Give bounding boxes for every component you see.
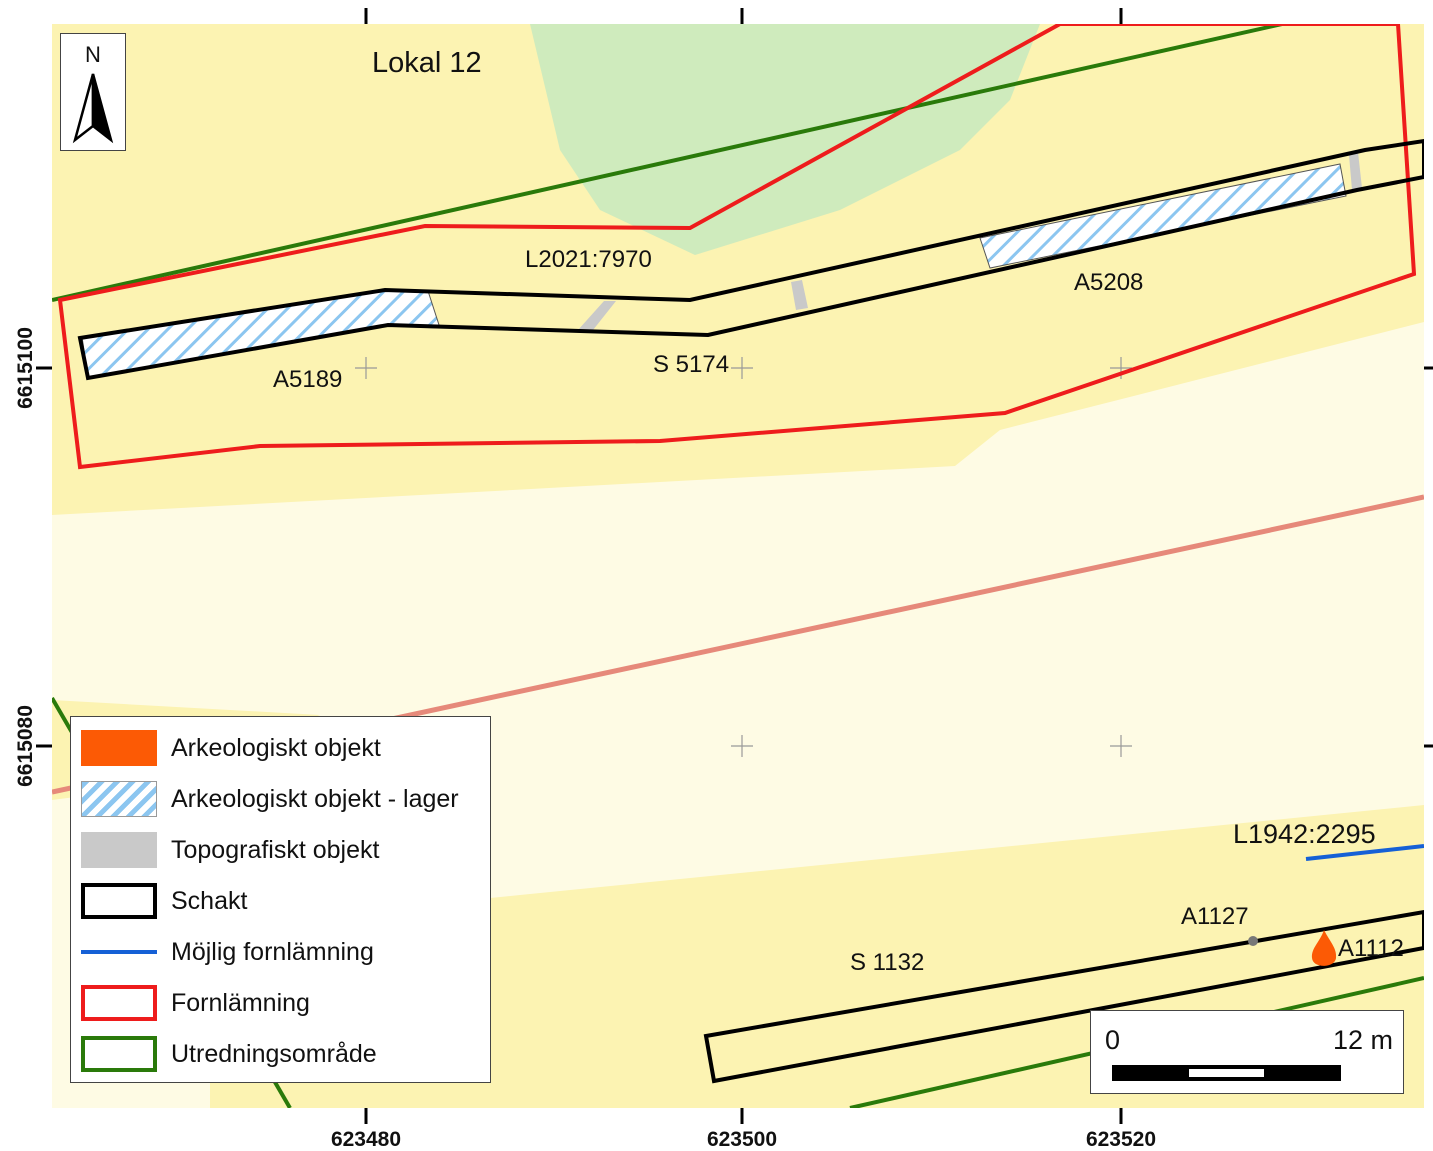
legend-label: Schakt <box>171 887 248 915</box>
site-title: Lokal 12 <box>372 47 482 79</box>
legend-label: Fornlämning <box>171 989 310 1017</box>
legend-item-mojlig-fornlamning: Möjlig fornlämning <box>81 932 481 972</box>
legend-item-arkeologiskt-objekt-lager: Arkeologiskt objekt - lager <box>81 779 481 819</box>
label-a1127: A1127 <box>1181 903 1249 930</box>
scale-end-label: 12 m <box>1332 1025 1393 1055</box>
fornlamning-polygon <box>57 24 1417 470</box>
label-a5208: A5208 <box>1074 269 1143 296</box>
lager-a5208 <box>979 163 1347 269</box>
terrain-yellow-upper <box>52 24 1424 515</box>
north-arrow: N <box>60 33 126 151</box>
grid-crosses <box>355 357 1132 757</box>
terrain-green-area <box>530 24 1040 255</box>
legend-symbol-blue-hatch <box>81 781 157 817</box>
x-tick-label-623520: 623520 <box>1086 1128 1156 1151</box>
object-a1112-shape[interactable] <box>1311 930 1337 966</box>
north-label: N <box>85 42 101 67</box>
label-s5174: S 5174 <box>653 351 729 378</box>
legend-symbol-black-outline <box>81 883 157 919</box>
label-a1112: A1112 <box>1338 935 1404 962</box>
frame-ticks <box>36 8 1433 1124</box>
x-tick-label-623500: 623500 <box>707 1128 777 1151</box>
topo-object-1 <box>578 301 616 330</box>
x-tick-label-623480: 623480 <box>331 1128 401 1151</box>
label-l2021-7970: L2021:7970 <box>525 246 652 273</box>
legend-symbol-red-outline <box>81 985 157 1021</box>
scale-bar-graphic <box>1112 1065 1341 1081</box>
legend-label: Topografiskt objekt <box>171 836 380 864</box>
schakt-s5174 <box>77 138 1424 381</box>
legend-item-topografiskt-objekt: Topografiskt objekt <box>81 830 481 870</box>
legend-item-arkeologiskt-objekt: Arkeologiskt objekt <box>81 728 481 768</box>
legend-item-fornlamning: Fornlämning <box>81 983 481 1023</box>
mojlig-fornlamning-line <box>1305 844 1424 861</box>
topo-object-3 <box>1349 152 1362 190</box>
legend-label: Utredningsområde <box>171 1040 377 1068</box>
legend-symbol-orange-fill <box>81 730 157 766</box>
topo-object-2 <box>791 280 808 310</box>
legend-symbol-grey-fill <box>81 832 157 868</box>
utredningsomrade-line-north <box>52 24 1292 302</box>
y-tick-label-6615080: 6615080 <box>14 705 37 787</box>
legend-label: Arkeologiskt objekt - lager <box>171 785 459 813</box>
y-tick-label-6615100: 6615100 <box>14 327 37 409</box>
scale-bar: 0 12 m <box>1090 1010 1404 1094</box>
legend-symbol-green-outline <box>81 1036 157 1072</box>
legend-item-utredningsomrade: Utredningsområde <box>81 1034 481 1074</box>
schakt-s1132 <box>703 909 1424 1084</box>
scale-start-label: 0 <box>1105 1025 1121 1055</box>
map-legend: Arkeologiskt objekt Arkeologiskt objekt … <box>70 716 491 1083</box>
legend-label: Möjlig fornlämning <box>171 938 374 966</box>
legend-label: Arkeologiskt objekt <box>171 734 381 762</box>
legend-symbol-blue-line <box>81 950 157 954</box>
label-s1132: S 1132 <box>850 949 924 976</box>
legend-item-schakt: Schakt <box>81 881 481 921</box>
label-l1942-2295: L1942:2295 <box>1233 819 1376 849</box>
label-a5189: A5189 <box>273 366 342 393</box>
north-arrow-icon <box>72 73 114 144</box>
object-a1127-point[interactable] <box>1248 936 1258 946</box>
